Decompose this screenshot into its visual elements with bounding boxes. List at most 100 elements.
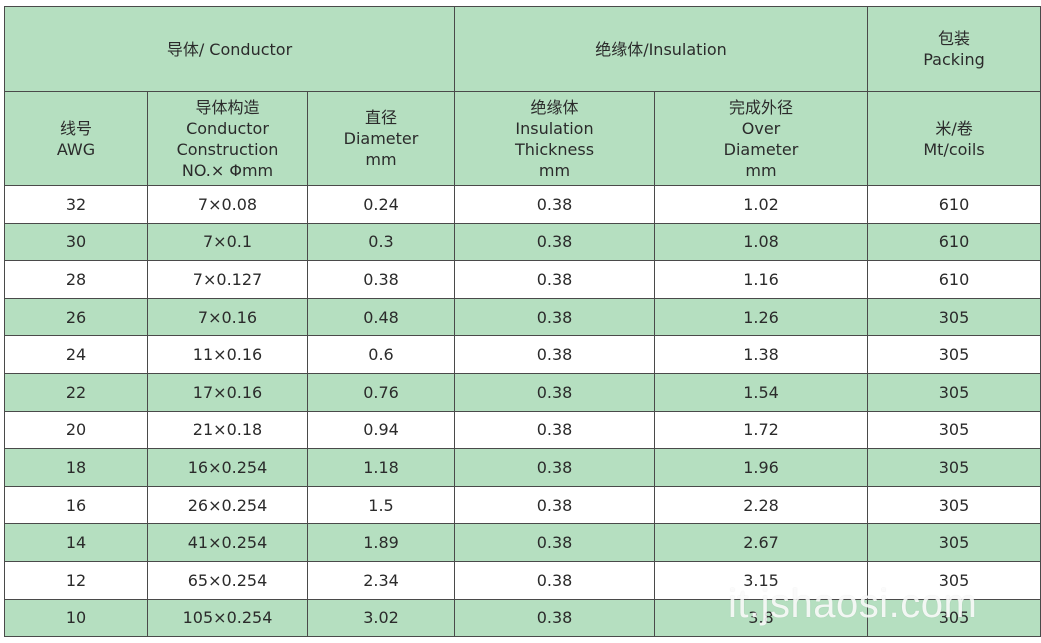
over-diameter-cell: 3.8 [653,598,869,638]
packing-cell: 305 [867,335,1041,374]
diameter-header-unit: mm [365,150,397,169]
table-row: 22 17×0.16 0.76 0.38 1.54 305 [4,372,1041,412]
thickness-cell: 0.38 [454,485,655,525]
over-diameter-cell: 1.72 [653,410,869,450]
table-row: 20 21×0.18 0.94 0.38 1.72 305 [4,410,1041,450]
diameter-header-en: Diameter [343,129,419,148]
diameter-cell: 0.76 [307,372,455,412]
packing-column-header: 米/卷 Mt/coils [867,91,1041,186]
diameter-cell: 1.18 [307,448,455,487]
over-diameter-cell: 1.26 [653,297,869,337]
packing-group-header: 包装 Packing [867,6,1041,92]
packing-cell: 610 [867,185,1041,224]
awg-cell: 20 [4,410,148,450]
table-row: 14 41×0.254 1.89 0.38 2.67 305 [4,523,1041,562]
awg-cell: 26 [4,297,148,337]
packing-cell: 305 [867,560,1041,600]
thickness-header-en-1: Insulation [515,118,594,138]
over-diameter-cell: 3.15 [653,560,869,600]
table-row: 10 105×0.254 3.02 0.38 3.8 305 [4,598,1041,638]
construction-cell: 65×0.254 [147,560,308,600]
table-row: 30 7×0.1 0.3 0.38 1.08 610 [4,222,1041,262]
awg-header-en: AWG [56,139,96,159]
diameter-cell: 0.6 [307,335,455,374]
awg-cell: 24 [4,335,148,374]
diameter-cell: 0.48 [307,297,455,337]
diameter-cell: 0.24 [307,185,455,224]
awg-column-header: 线号 AWG [4,91,148,186]
construction-cell: 105×0.254 [147,598,308,638]
awg-cell: 16 [4,485,148,525]
table-row: 18 16×0.254 1.18 0.38 1.96 305 [4,448,1041,487]
awg-cell: 28 [4,260,148,299]
diameter-header-cn: 直径 [364,108,397,127]
over-diameter-header-en-1: Over [741,118,781,138]
awg-cell: 32 [4,185,148,224]
over-diameter-cell: 1.16 [653,260,869,299]
construction-cell: 7×0.08 [147,185,308,224]
packing-cell: 305 [867,448,1041,487]
packing-cell: 305 [867,297,1041,337]
construction-column-header: 导体构造 Conductor Construction NO.× Φmm [147,91,308,186]
diameter-column-header: 直径 Diameter mm [307,91,455,186]
construction-cell: 11×0.16 [147,335,308,374]
over-diameter-cell: 2.67 [653,523,869,562]
over-diameter-cell: 1.54 [653,372,869,412]
conductor-group-header: 导体/ Conductor [4,6,455,92]
packing-cell: 610 [867,260,1041,299]
construction-header-en-2: Construction [176,139,279,159]
over-diameter-header-unit: mm [745,160,777,180]
packing-cell: 305 [867,598,1041,638]
packing-group-label-cn: 包装 [938,29,971,48]
thickness-cell: 0.38 [454,335,655,374]
awg-header-cn: 线号 [59,118,92,138]
thickness-cell: 0.38 [454,297,655,337]
over-diameter-cell: 1.38 [653,335,869,374]
thickness-header-unit: mm [538,160,571,180]
table-row: 26 7×0.16 0.48 0.38 1.26 305 [4,297,1041,337]
construction-header-cn: 导体构造 [195,97,260,117]
insulation-group-header: 绝缘体/Insulation [453,6,869,92]
thickness-cell: 0.38 [454,410,655,450]
over-diameter-cell: 1.02 [653,185,869,224]
diameter-cell: 0.38 [307,260,455,299]
construction-header-unit: NO.× Φmm [181,160,274,180]
cable-spec-table: 导体/ Conductor 绝缘体/Insulation 包装 Packing … [4,6,1041,638]
thickness-header-cn: 绝缘体 [530,97,579,117]
thickness-cell: 0.38 [454,523,655,562]
thickness-cell: 0.38 [454,185,655,224]
over-diameter-column-header: 完成外径 Over Diameter mm [653,91,869,186]
construction-cell: 7×0.16 [147,297,308,337]
packing-cell: 610 [867,222,1041,262]
packing-cell: 305 [867,372,1041,412]
thickness-header-en-2: Thickness [514,139,595,159]
thickness-cell: 0.38 [454,560,655,600]
table-row: 28 7×0.127 0.38 0.38 1.16 610 [4,260,1041,299]
construction-cell: 21×0.18 [147,410,308,450]
over-diameter-header-cn: 完成外径 [729,97,794,117]
thickness-cell: 0.38 [454,222,655,262]
awg-cell: 10 [4,598,148,638]
construction-cell: 17×0.16 [147,372,308,412]
diameter-cell: 0.3 [307,222,455,262]
diameter-cell: 3.02 [307,598,455,638]
packing-header-cn: 米/卷 [935,118,973,138]
construction-cell: 26×0.254 [147,485,308,525]
construction-header-en-1: Conductor [186,118,269,138]
packing-cell: 305 [867,523,1041,562]
awg-cell: 12 [4,560,148,600]
thickness-column-header: 绝缘体 Insulation Thickness mm [454,91,655,186]
over-diameter-cell: 2.28 [653,485,869,525]
table-row: 16 26×0.254 1.5 0.38 2.28 305 [4,485,1041,525]
over-diameter-cell: 1.08 [653,222,869,262]
packing-cell: 305 [867,485,1041,525]
construction-cell: 7×0.127 [147,260,308,299]
diameter-cell: 0.94 [307,410,455,450]
diameter-cell: 2.34 [307,560,455,600]
thickness-cell: 0.38 [454,260,655,299]
construction-cell: 16×0.254 [147,448,308,487]
packing-header-en: Mt/coils [923,139,985,159]
packing-group-label-en: Packing [923,50,985,69]
table-row: 24 11×0.16 0.6 0.38 1.38 305 [4,335,1041,374]
over-diameter-header-en-2: Diameter [723,139,799,159]
